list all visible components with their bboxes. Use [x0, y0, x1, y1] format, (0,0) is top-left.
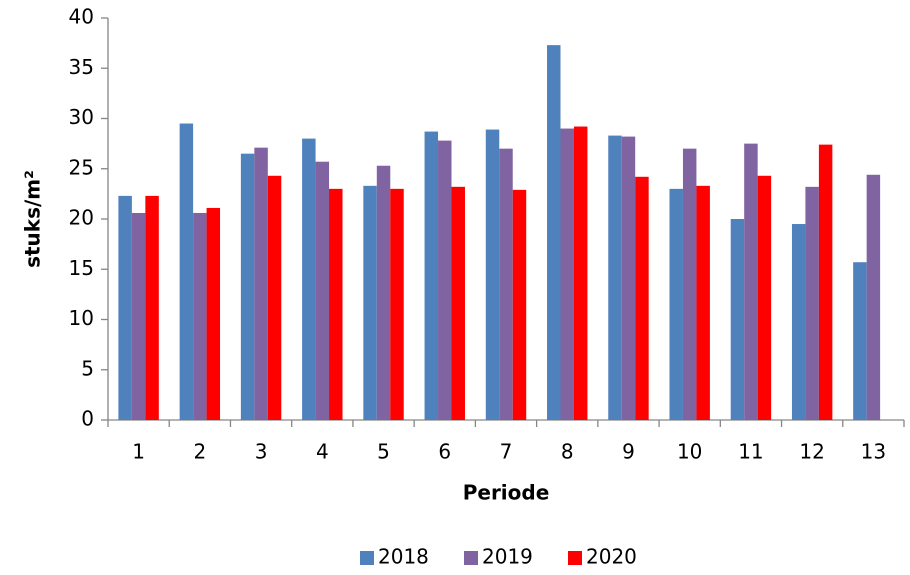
- y-axis-label: stuks/m²: [21, 170, 45, 268]
- x-tick-label: 8: [561, 440, 574, 464]
- x-tick-label: 5: [377, 440, 390, 464]
- x-tick-label: 1: [132, 440, 145, 464]
- bar: [621, 136, 636, 420]
- x-tick-label: 9: [622, 440, 635, 464]
- bar: [635, 176, 649, 420]
- bar: [254, 147, 268, 420]
- bar: [424, 131, 439, 420]
- x-tick-label: 3: [255, 440, 268, 464]
- x-tick-label: 10: [677, 440, 702, 464]
- bar: [118, 195, 132, 420]
- bar: [696, 185, 710, 420]
- bar: [145, 195, 159, 420]
- x-tick-label: 7: [500, 440, 513, 464]
- bar: [363, 185, 377, 420]
- bar: [669, 188, 683, 420]
- bar: [179, 123, 194, 421]
- legend-swatch: [464, 551, 478, 565]
- bar: [485, 129, 500, 420]
- bar: [682, 148, 697, 420]
- x-axis-label: Periode: [463, 481, 550, 505]
- bar: [560, 128, 574, 421]
- bar: [818, 144, 833, 420]
- bar: [302, 138, 316, 420]
- x-tick-label: 12: [799, 440, 824, 464]
- bar: [390, 188, 404, 420]
- bar: [791, 224, 806, 420]
- y-tick-label: 5: [81, 356, 94, 380]
- y-tick-label: 10: [69, 306, 94, 330]
- bar: [730, 219, 745, 420]
- bar: [451, 186, 465, 420]
- bar: [329, 188, 343, 420]
- bar: [267, 175, 282, 420]
- legend-label: 2019: [482, 545, 533, 569]
- x-tick-label: 11: [738, 440, 763, 464]
- y-tick-label: 15: [69, 256, 94, 280]
- y-tick-label: 25: [69, 155, 94, 179]
- bar: [866, 174, 881, 420]
- bar: [438, 140, 452, 421]
- y-tick-label: 40: [69, 5, 94, 29]
- x-tick-label: 13: [861, 440, 886, 464]
- legend-label: 2018: [378, 545, 429, 569]
- bar: [315, 161, 330, 420]
- bar: [757, 175, 772, 420]
- y-tick-label: 35: [69, 55, 94, 79]
- bar: [206, 207, 221, 420]
- bar: [376, 165, 391, 420]
- bar: [512, 189, 527, 420]
- bar: [131, 212, 146, 420]
- y-tick-label: 30: [69, 105, 94, 129]
- legend-swatch: [568, 551, 582, 565]
- legend-label: 2020: [586, 545, 637, 569]
- x-tick-label: 4: [316, 440, 329, 464]
- y-tick-label: 0: [81, 407, 94, 431]
- bar: [805, 186, 819, 420]
- bar: [573, 126, 588, 420]
- bar: [744, 143, 758, 420]
- bar: [547, 45, 561, 420]
- bar: [499, 148, 513, 420]
- bar: [853, 262, 867, 420]
- x-tick-label: 6: [438, 440, 451, 464]
- y-tick-label: 20: [69, 206, 94, 230]
- bar: [193, 212, 207, 420]
- legend-swatch: [360, 551, 374, 565]
- bar: [240, 153, 255, 421]
- bar: [608, 135, 622, 420]
- x-tick-label: 2: [193, 440, 206, 464]
